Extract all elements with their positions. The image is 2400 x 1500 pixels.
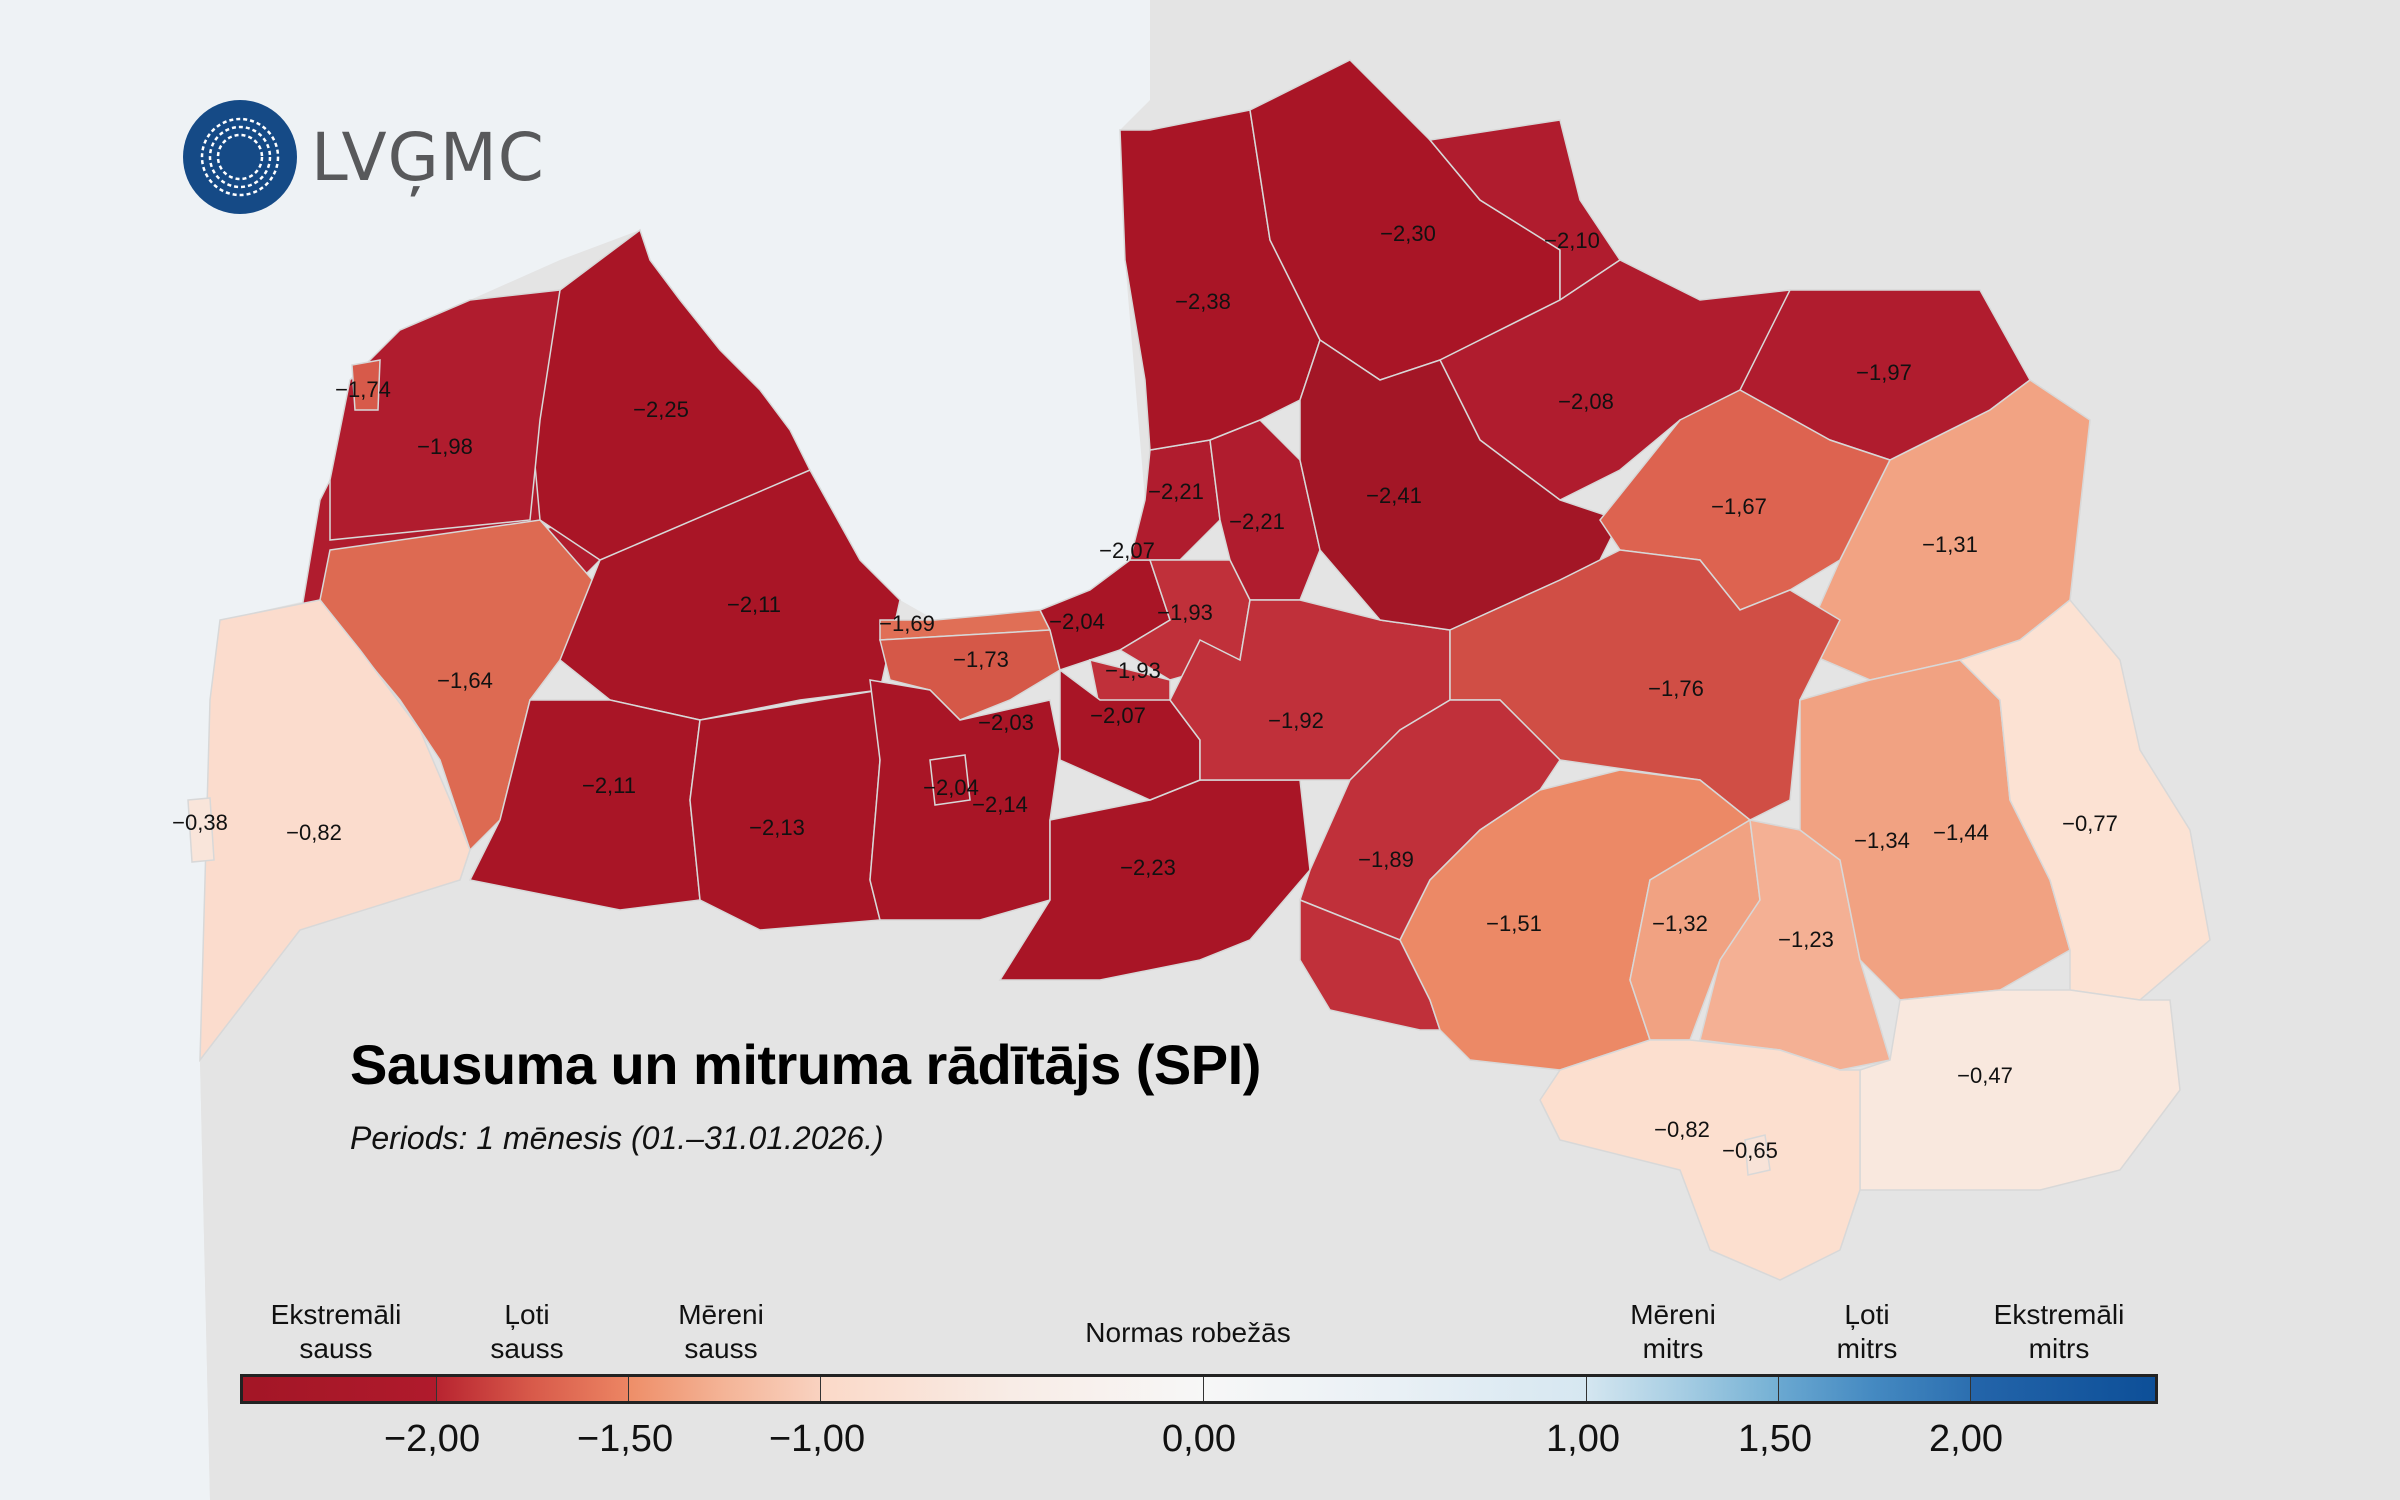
region-value-label: −1,89 (1358, 847, 1414, 872)
legend-seg-moderate-wet (1587, 1377, 1779, 1401)
region-value-label: −2,23 (1120, 855, 1176, 880)
legend-tick: −1,50 (576, 1418, 674, 1460)
region-liepaja-south (199, 599, 471, 1063)
legend-tick: −2,00 (383, 1418, 481, 1460)
lvgmc-logo: LVĢMC (183, 100, 545, 214)
legend-tick: 1,00 (1546, 1418, 1620, 1460)
region-ludza (1958, 598, 2211, 1001)
baltic-sea (0, 0, 1150, 1500)
region-value-label: −1,73 (953, 647, 1009, 672)
legend-tick: 1,50 (1738, 1418, 1812, 1460)
lvgmc-logo-text: LVĢMC (311, 118, 545, 196)
region-value-label: −2,04 (923, 775, 979, 800)
region-value-label: −2,07 (1090, 703, 1146, 728)
region-value-label: −1,44 (1933, 820, 1989, 845)
region-dobele (689, 689, 881, 931)
region-value-label: −2,25 (633, 397, 689, 422)
region-value-label: −2,21 (1229, 509, 1285, 534)
region-value-label: −1,23 (1778, 927, 1834, 952)
legend-tick: −1,00 (768, 1418, 866, 1460)
region-value-label: −0,77 (2062, 811, 2118, 836)
legend-category-extreme-wet: Ekstremāli mitrs (1993, 1299, 2125, 1364)
region-value-label: −2,03 (978, 710, 1034, 735)
map-title: Sausuma un mitruma rādītājs (SPI) (350, 1033, 1261, 1096)
region-value-label: −2,04 (1049, 609, 1105, 634)
region-value-label: −2,11 (581, 773, 637, 798)
region-value-label: −1,97 (1856, 360, 1912, 385)
legend-category-extreme-dry: Ekstremāli sauss (270, 1299, 402, 1364)
estonia-land (1150, 0, 2400, 400)
legend-category-normal: Normas robežās (1085, 1317, 1291, 1348)
legend-category-very-dry: Ļoti sauss (490, 1299, 564, 1364)
region-value-label: −2,07 (1099, 538, 1155, 563)
region-liepaja-city (187, 797, 215, 863)
region-value-label: −1,74 (335, 377, 391, 402)
region-tukums (559, 469, 901, 721)
region-value-label: −0,82 (286, 820, 342, 845)
region-value-label: −1,69 (879, 611, 935, 636)
legend-tick: 2,00 (1929, 1418, 2003, 1460)
region-value-label: −2,11 (726, 592, 782, 617)
region-value-label: −2,13 (749, 815, 805, 840)
region-value-label: −1,93 (1157, 600, 1213, 625)
region-value-label: −1,31 (1922, 532, 1978, 557)
legend-seg-extreme-dry (243, 1377, 437, 1401)
region-value-label: −1,93 (1105, 658, 1161, 683)
region-value-label: −0,38 (172, 810, 228, 835)
legend-tick: 0,00 (1162, 1418, 1236, 1460)
region-daugavpils-city (1744, 1134, 1771, 1176)
region-value-label: −2,30 (1380, 221, 1436, 246)
legend-category-very-wet: Ļoti mitrs (1836, 1299, 1898, 1364)
legend-seg-normal-wet (1204, 1377, 1587, 1401)
region-cesis (1299, 338, 1622, 631)
region-value-label: −1,64 (437, 668, 493, 693)
legend-category-moderate-wet: Mēreni mitrs (1630, 1299, 1716, 1364)
region-augsdaugava (1539, 1039, 1861, 1281)
region-value-label: −2,41 (1366, 483, 1422, 508)
region-value-label: −2,21 (1148, 479, 1204, 504)
region-value-label: −2,14 (972, 792, 1028, 817)
region-value-label: −1,51 (1486, 911, 1542, 936)
legend-seg-moderate-dry (629, 1377, 821, 1401)
legend-seg-extreme-wet (1971, 1377, 2155, 1401)
region-ventspils-city (351, 359, 381, 411)
legend-category-moderate-dry: Mēreni sauss (678, 1299, 764, 1364)
region-value-label: −0,82 (1654, 1117, 1710, 1142)
lvgmc-circle-logo-icon (183, 100, 297, 214)
map-subtitle: Periods: 1 mēnesis (01.–31.01.2026.) (350, 1120, 884, 1156)
legend-seg-very-dry (437, 1377, 629, 1401)
legend-color-bar (240, 1374, 2158, 1404)
region-value-label: −2,10 (1544, 228, 1600, 253)
region-jelgava-city (929, 754, 971, 806)
region-value-label: −2,38 (1175, 289, 1231, 314)
region-value-label: −1,67 (1711, 494, 1767, 519)
lithuania-land (200, 880, 2400, 1500)
region-value-label: −1,98 (417, 434, 473, 459)
legend-seg-normal-dry (821, 1377, 1204, 1401)
region-value-label: −2,08 (1558, 389, 1614, 414)
region-value-label: −0,65 (1722, 1138, 1778, 1163)
legend-seg-very-wet (1779, 1377, 1971, 1401)
region-value-label: −1,34 (1854, 828, 1910, 853)
region-value-label: −1,32 (1652, 911, 1708, 936)
region-value-label: −0,47 (1957, 1063, 2013, 1088)
region-value-label: −1,76 (1648, 676, 1704, 701)
region-value-label: −1,92 (1268, 708, 1324, 733)
